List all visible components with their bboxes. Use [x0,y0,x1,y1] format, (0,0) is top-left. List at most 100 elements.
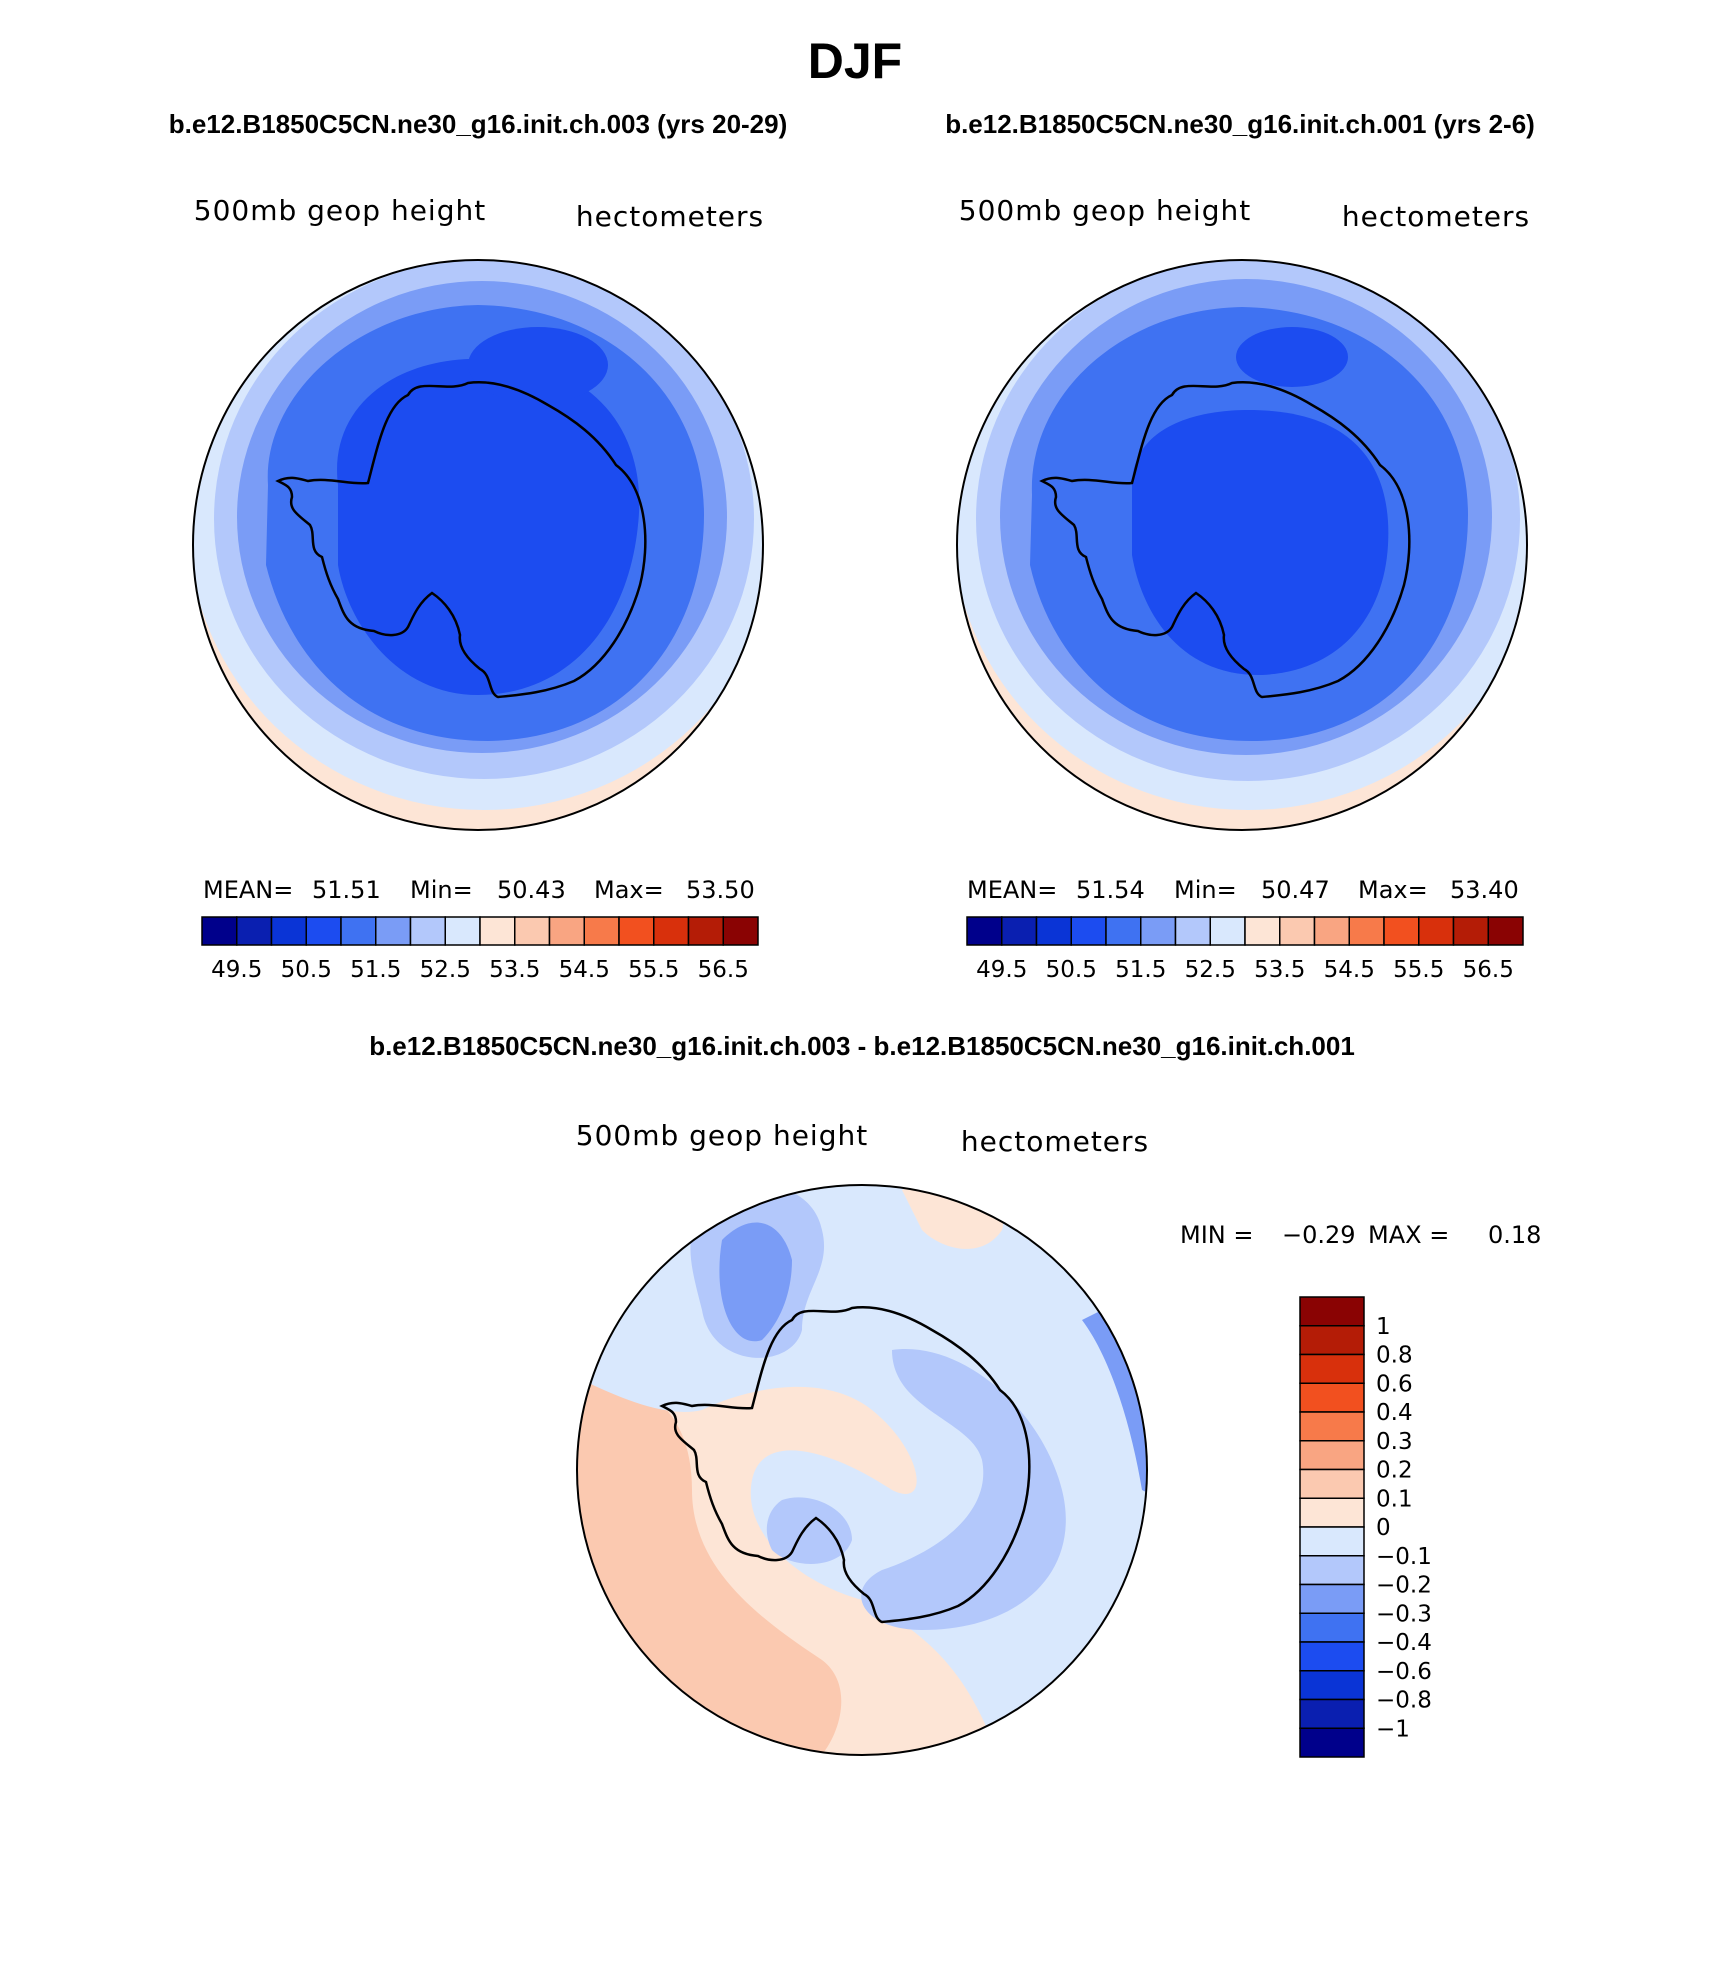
panel-right-max-value: 53.40 [1450,876,1519,904]
panel-left-colorbar-swatch [201,916,238,946]
panel-left-mean-value: 51.51 [312,876,381,904]
panel-left-colorbar-tick-label: 54.5 [559,957,610,983]
panel-diff-colorbar-tick-label: −0.1 [1376,1544,1432,1570]
panel-right-contour-50-5 [1132,409,1389,676]
panel-right-colorbar-swatch [966,916,1003,946]
panel-left-colorbar-swatch [409,916,446,946]
panel-left-colorbar-swatch [236,916,273,946]
panel-left-colorbar-tick-label: 56.5 [698,957,749,983]
panel-left-colorbar-swatch [270,916,307,946]
panel-diff-colorbar-swatch [1299,1468,1365,1499]
panel-left-colorbar-tick-label: 55.5 [628,957,679,983]
panel-diff-colorbar-tick-label: −0.3 [1376,1601,1432,1627]
panel-diff-colorbar-tick-label: −0.6 [1376,1659,1432,1685]
panel-diff-colorbar-swatch [1299,1526,1365,1557]
panel-left-colorbar-swatch [444,916,481,946]
panel-right-colorbar-tick-label: 53.5 [1254,957,1305,983]
panel-right-colorbar-swatch [1174,916,1211,946]
panel-diff-colorbar-swatch [1299,1325,1365,1356]
panel-difference: 500mb geop height hectometers MIN = −0.2… [576,1119,1541,1758]
panel-left-colorbar: 49.5 50.5 51.5 52.5 53.5 54.5 55.5 56.5 [201,916,759,983]
panel-right-colorbar: 49.5 50.5 51.5 52.5 53.5 54.5 55.5 56.5 [966,916,1524,983]
panel-diff-colorbar-swatch [1299,1296,1365,1327]
panel-right-colorbar-tick-label: 55.5 [1393,957,1444,983]
panel-diff-colorbar-swatch [1299,1612,1365,1643]
subtitle-left: b.e12.B1850C5CN.ne30_g16.init.ch.003 (yr… [169,109,788,139]
panel-right-colorbar-swatch [1487,916,1524,946]
panel-diff-colorbar-tick-label: 0.2 [1376,1458,1413,1484]
panel-diff-map [576,1184,1148,1756]
panel-left-colorbar-tick-label: 50.5 [281,957,332,983]
panel-diff-colorbar-swatch [1299,1641,1365,1672]
difference-title: b.e12.B1850C5CN.ne30_g16.init.ch.003 - b… [369,1031,1355,1061]
panel-diff-colorbar-swatch [1299,1440,1365,1471]
figure-title: DJF [808,33,902,89]
panel-diff-min-value: −0.29 [1282,1221,1356,1249]
panel-right-contour-50-5-lobe [1236,327,1348,387]
panel-diff-colorbar-tick-label: −1 [1376,1716,1410,1742]
panel-diff-colorbar-tick-label: 1 [1376,1314,1391,1340]
panel-left-colorbar-tick-label: 53.5 [489,957,540,983]
panel-left: 500mb geop height hectometers MEAN= 51.5… [192,194,764,983]
panel-right-colorbar-tick-label: 56.5 [1463,957,1514,983]
panel-right-colorbar-tick-label: 52.5 [1185,957,1236,983]
subtitle-right: b.e12.B1850C5CN.ne30_g16.init.ch.001 (yr… [945,109,1535,139]
panel-diff-colorbar-swatch [1299,1698,1365,1729]
panel-left-colorbar-swatch [340,916,377,946]
panel-left-colorbar-swatch [305,916,342,946]
panel-diff-region-neg0-3-to-neg0-2-east [1082,1270,1147,1510]
panel-diff-colorbar-swatch [1299,1353,1365,1384]
panel-right-map [956,259,1528,831]
panel-diff-colorbar-swatch [1299,1583,1365,1614]
panel-left-units-label: hectometers [576,200,764,233]
panel-right-colorbar-swatch [1313,916,1350,946]
panel-left-contour-50-5-lobe [468,327,608,403]
panel-left-colorbar-swatch [375,916,412,946]
panel-left-mean-label: MEAN= [203,876,293,904]
panel-right-units-label: hectometers [1342,200,1530,233]
panel-diff-region-neg0-2-to-neg0-1-east [861,1349,1066,1630]
panel-left-min-value: 50.43 [497,876,566,904]
panel-diff-colorbar-swatch [1299,1670,1365,1701]
panel-diff-map-border [576,1184,1148,1756]
panel-diff-min-label: MIN = [1180,1221,1253,1249]
panel-diff-colorbar-tick-label: 0.3 [1376,1429,1413,1455]
panel-left-colorbar-swatch [722,916,759,946]
panel-right-colorbar-swatch [1035,916,1072,946]
panel-right-colorbar-tick-label: 50.5 [1046,957,1097,983]
panel-right-colorbar-tick-label: 49.5 [976,957,1027,983]
panel-left-colorbar-swatch [618,916,655,946]
panel-right-min-label: Min= [1174,876,1237,904]
panel-left-colorbar-swatch [583,916,620,946]
panel-diff-units-label: hectometers [961,1125,1149,1158]
panel-left-variable-label: 500mb geop height [194,194,486,227]
panel-diff-colorbar-swatch [1299,1411,1365,1442]
panel-diff-region-neg0-2-to-neg0-1-inner [766,1497,852,1564]
panel-right-colorbar-swatch [1418,916,1455,946]
panel-left-max-value: 53.50 [686,876,755,904]
panel-diff-colorbar-swatch [1299,1727,1365,1758]
panel-left-map [192,259,764,831]
panel-left-colorbar-tick-label: 51.5 [350,957,401,983]
panel-diff-colorbar-swatch [1299,1555,1365,1586]
panel-right-mean-value: 51.54 [1076,876,1145,904]
panel-left-min-label: Min= [410,876,473,904]
panel-diff-colorbar-tick-label: −0.2 [1376,1573,1432,1599]
panel-right-colorbar-swatch [1001,916,1038,946]
panel-right-mean-label: MEAN= [967,876,1057,904]
panel-left-contour-50-5 [337,358,640,695]
panel-right-colorbar-swatch [1140,916,1177,946]
panel-right-min-value: 50.47 [1261,876,1330,904]
panel-right: 500mb geop height hectometers MEAN= 51.5… [956,194,1530,983]
panel-right-colorbar-tick-label: 51.5 [1115,957,1166,983]
panel-right-colorbar-swatch [1105,916,1142,946]
panel-diff-variable-label: 500mb geop height [576,1119,868,1152]
panel-diff-colorbar-tick-label: 0 [1376,1515,1391,1541]
panel-right-colorbar-swatch [1279,916,1316,946]
panel-diff-colorbar-tick-label: −0.8 [1376,1688,1432,1714]
panel-left-colorbar-tick-label: 52.5 [420,957,471,983]
panel-left-colorbar-swatch [548,916,585,946]
panel-left-colorbar-swatch [653,916,690,946]
panel-diff-max-label: MAX = [1368,1221,1449,1249]
